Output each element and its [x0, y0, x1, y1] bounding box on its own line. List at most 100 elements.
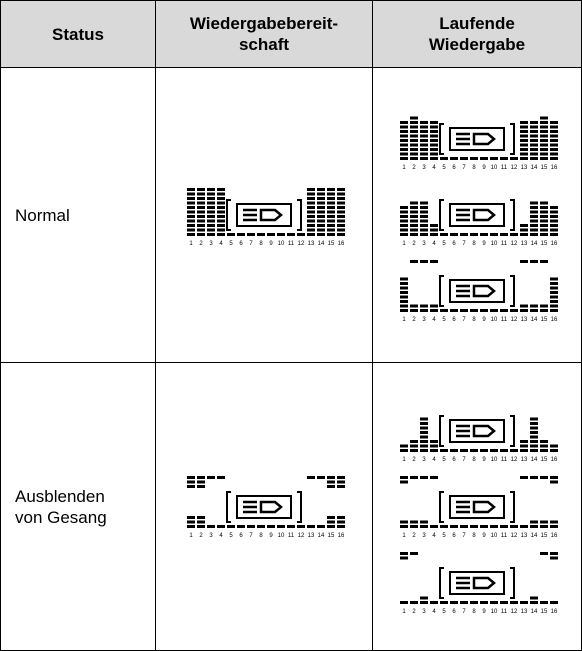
segment	[197, 228, 205, 232]
segment	[400, 475, 408, 479]
segment	[337, 524, 345, 528]
segment	[187, 484, 195, 488]
segment-number: 16	[551, 165, 558, 171]
segment	[530, 304, 538, 308]
segment	[410, 130, 418, 133]
segment	[430, 260, 438, 263]
playing-cell: 1 2 3 4 5 6 7 8 9 10 11 12 13 14 15 16 1 2 3 4 5 6 7 8 9 10 11 12 13…	[372, 362, 582, 651]
segment	[430, 130, 438, 133]
segment	[540, 157, 548, 160]
segment-number: 16	[338, 533, 345, 539]
segment-number: 4	[432, 533, 436, 539]
segment	[520, 139, 528, 142]
status-cell: Ausblenden von Gesang	[0, 362, 156, 651]
segment-number: 3	[209, 533, 213, 539]
segment	[440, 448, 448, 452]
segment	[420, 148, 428, 151]
segment	[510, 233, 518, 236]
segment	[327, 197, 335, 200]
segment	[400, 444, 408, 447]
segment	[187, 233, 195, 236]
segment	[337, 224, 345, 227]
segment	[217, 219, 225, 223]
segment	[420, 596, 428, 599]
segment	[540, 143, 548, 147]
segment	[337, 233, 345, 236]
header-text: Wiedergabebereit-schaft	[189, 14, 339, 54]
segment	[337, 219, 345, 223]
segment-number: 8	[472, 317, 476, 323]
segment	[197, 201, 205, 205]
segment	[530, 520, 538, 523]
segment	[400, 134, 408, 138]
segment-number: 8	[259, 533, 263, 539]
segment	[217, 201, 225, 205]
segment	[420, 130, 428, 133]
segment	[307, 188, 315, 191]
segment	[430, 524, 438, 528]
segment-number: 13	[521, 317, 528, 323]
segment-number: 2	[412, 457, 416, 463]
segment	[337, 484, 345, 488]
segment	[317, 197, 325, 200]
segment	[550, 210, 558, 214]
segment	[430, 121, 438, 124]
segment	[247, 233, 255, 236]
segment	[400, 304, 408, 308]
segment	[540, 130, 548, 133]
segment-number: 12	[511, 165, 518, 171]
segment	[317, 233, 325, 236]
segment	[430, 444, 438, 447]
status-cell: Normal	[0, 67, 156, 363]
segment-number: 14	[318, 533, 325, 539]
segment	[510, 524, 518, 528]
segment	[400, 130, 408, 133]
segment-number: 16	[551, 317, 558, 323]
segment	[217, 215, 225, 218]
segment	[500, 448, 508, 452]
segment	[530, 143, 538, 147]
segment	[187, 515, 195, 519]
segment	[530, 426, 538, 429]
segment-number: 14	[531, 241, 538, 247]
segment	[550, 551, 558, 555]
bracket	[439, 414, 515, 447]
segment	[550, 286, 558, 290]
segment	[307, 210, 315, 214]
segment-number: 16	[551, 533, 558, 539]
segment	[430, 600, 438, 604]
segment-number: 13	[521, 609, 528, 615]
segment	[480, 157, 488, 160]
segment	[400, 520, 408, 523]
segment	[420, 139, 428, 142]
header-cell: Status	[0, 0, 156, 68]
segment	[420, 524, 428, 528]
segment	[530, 210, 538, 214]
segment-number: 2	[412, 533, 416, 539]
segment	[550, 228, 558, 232]
segment	[267, 524, 275, 528]
segment-number: 10	[491, 317, 498, 323]
segment	[187, 219, 195, 223]
segment	[187, 197, 195, 200]
segment	[520, 134, 528, 138]
logo-frame	[449, 494, 505, 519]
segment	[297, 524, 305, 528]
segment-number: 10	[491, 165, 498, 171]
segment	[430, 139, 438, 142]
segment	[337, 188, 345, 191]
segment-number: 10	[491, 533, 498, 539]
logo-frame	[236, 494, 292, 519]
segment	[410, 116, 418, 120]
segment	[470, 233, 478, 236]
segment-number: 11	[501, 533, 508, 539]
segment	[337, 520, 345, 523]
segment	[187, 480, 195, 483]
segment	[530, 448, 538, 452]
segment	[400, 215, 408, 218]
segment-number: 15	[541, 317, 548, 323]
segment	[197, 215, 205, 218]
segment	[420, 448, 428, 452]
segment	[337, 228, 345, 232]
segment-number: 8	[472, 165, 476, 171]
